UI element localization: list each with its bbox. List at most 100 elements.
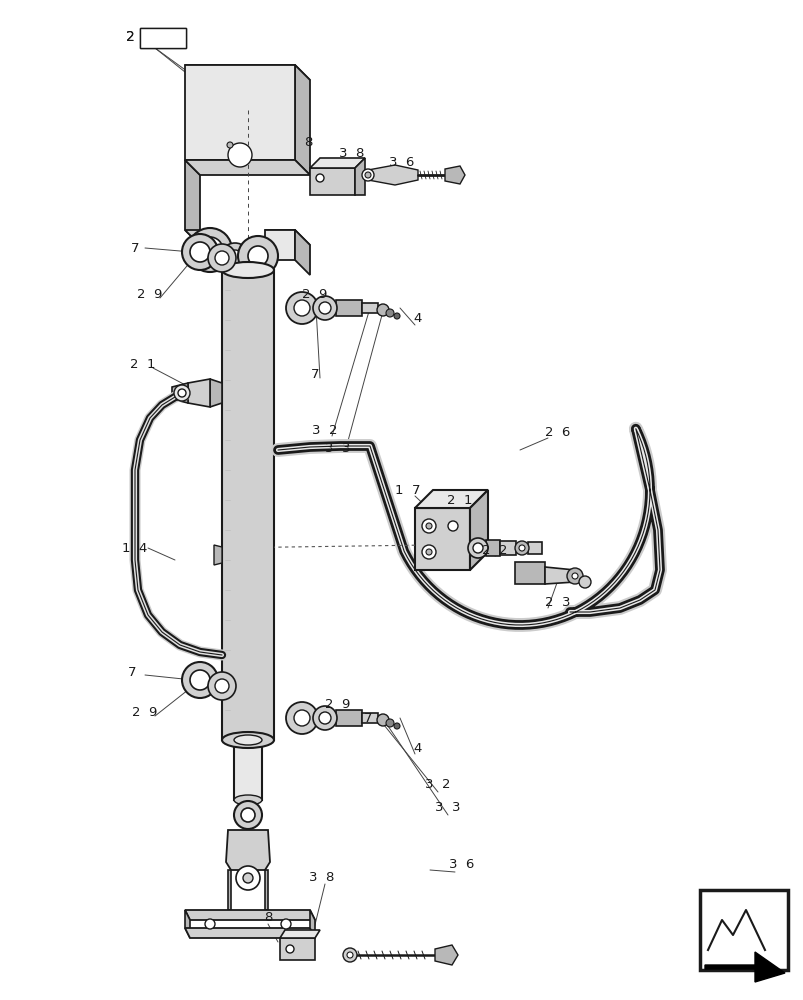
Circle shape (343, 948, 357, 962)
Polygon shape (414, 508, 470, 570)
Bar (234, 740, 262, 800)
Circle shape (190, 242, 210, 262)
Circle shape (515, 541, 528, 555)
Text: 3  8: 3 8 (339, 147, 365, 160)
Circle shape (226, 142, 233, 148)
Text: 2: 2 (125, 30, 134, 44)
Polygon shape (336, 710, 361, 726)
Circle shape (205, 919, 214, 929)
Circle shape (208, 672, 236, 700)
Polygon shape (185, 910, 190, 938)
Polygon shape (185, 65, 295, 160)
Text: 1  4: 1 4 (122, 542, 148, 554)
Circle shape (226, 250, 243, 266)
Ellipse shape (234, 735, 262, 745)
Polygon shape (226, 830, 270, 870)
Text: 2  2: 2 2 (482, 544, 507, 556)
Polygon shape (279, 930, 320, 938)
Text: 2  1: 2 1 (446, 493, 472, 506)
Polygon shape (361, 303, 377, 313)
Circle shape (228, 143, 251, 167)
Text: 2  9: 2 9 (132, 706, 157, 718)
Circle shape (571, 573, 577, 579)
Bar (140, 28, 185, 48)
Polygon shape (265, 870, 267, 910)
Text: 2  9: 2 9 (137, 288, 162, 302)
Text: 2  9: 2 9 (302, 288, 328, 302)
Text: 8: 8 (304, 136, 312, 149)
Polygon shape (188, 379, 210, 407)
Polygon shape (185, 910, 315, 920)
Text: 2: 2 (125, 30, 134, 44)
Circle shape (181, 234, 218, 270)
Circle shape (312, 706, 336, 730)
Circle shape (385, 719, 393, 727)
Polygon shape (185, 65, 310, 80)
Polygon shape (336, 300, 361, 316)
Polygon shape (172, 383, 188, 403)
Circle shape (214, 251, 229, 265)
Circle shape (426, 523, 431, 529)
Circle shape (393, 313, 400, 319)
Text: 2  6: 2 6 (544, 426, 570, 438)
Circle shape (177, 389, 185, 397)
Polygon shape (355, 158, 365, 195)
Polygon shape (185, 160, 310, 175)
Polygon shape (310, 158, 365, 168)
Circle shape (319, 302, 331, 314)
Text: 1  7: 1 7 (395, 484, 420, 496)
Circle shape (316, 174, 324, 182)
Text: 0  5: 0 5 (149, 31, 176, 45)
Circle shape (472, 543, 483, 553)
Polygon shape (265, 230, 310, 245)
Text: 7: 7 (363, 712, 372, 724)
Text: 3  8: 3 8 (309, 871, 334, 884)
Circle shape (393, 723, 400, 729)
Circle shape (234, 801, 262, 829)
Polygon shape (228, 870, 230, 910)
Text: 2  9: 2 9 (325, 698, 350, 710)
Circle shape (519, 545, 524, 551)
Polygon shape (310, 168, 355, 195)
Circle shape (467, 538, 487, 558)
Text: 2  3: 2 3 (544, 595, 570, 608)
Text: 8: 8 (263, 911, 272, 924)
Bar (222, 270, 274, 740)
Circle shape (385, 309, 393, 317)
Circle shape (422, 545, 435, 559)
Polygon shape (185, 230, 230, 245)
Ellipse shape (222, 262, 274, 278)
Text: 4: 4 (414, 312, 422, 324)
Polygon shape (361, 713, 377, 723)
Text: 3  2: 3 2 (425, 778, 450, 791)
Circle shape (294, 300, 310, 316)
Circle shape (197, 237, 222, 263)
Text: 3  6: 3 6 (449, 858, 474, 871)
Text: 0  5: 0 5 (149, 31, 176, 45)
Text: 3  3: 3 3 (434, 801, 460, 814)
Polygon shape (528, 542, 541, 554)
Circle shape (377, 714, 389, 726)
Text: 7: 7 (131, 241, 139, 254)
Circle shape (247, 246, 267, 266)
Polygon shape (214, 545, 222, 565)
Text: 4: 4 (414, 742, 422, 754)
Circle shape (208, 244, 236, 272)
Circle shape (286, 292, 318, 324)
Polygon shape (279, 938, 315, 960)
Circle shape (347, 952, 353, 958)
Circle shape (447, 521, 458, 531)
Polygon shape (444, 166, 464, 184)
Circle shape (286, 702, 318, 734)
Polygon shape (499, 541, 516, 555)
Circle shape (365, 172, 370, 178)
Circle shape (173, 385, 190, 401)
Text: 3  3: 3 3 (325, 442, 350, 454)
Circle shape (361, 169, 373, 181)
Polygon shape (544, 567, 574, 584)
Bar (699, 890, 787, 970)
Bar (140, 28, 185, 48)
Polygon shape (265, 230, 295, 260)
Circle shape (294, 710, 310, 726)
Polygon shape (295, 65, 310, 175)
